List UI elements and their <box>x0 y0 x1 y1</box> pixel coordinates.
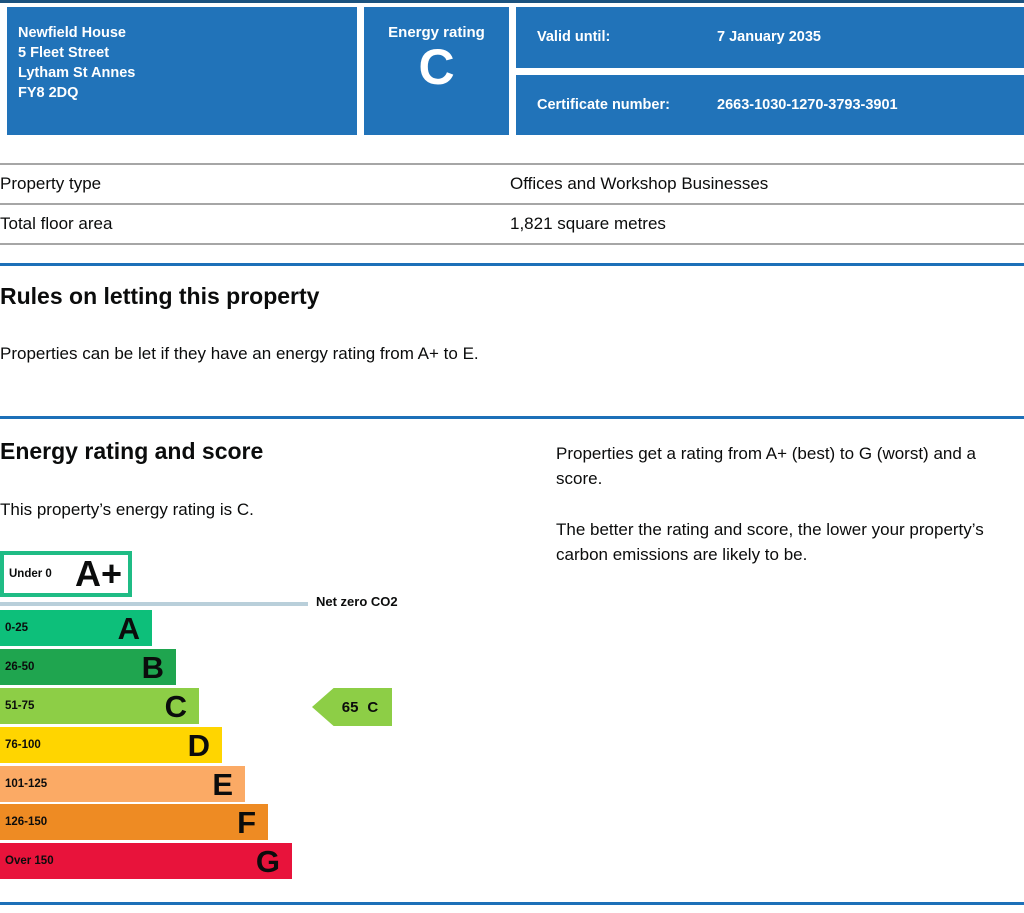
rating-band-c: 51-75 C <box>0 688 199 724</box>
energy-rating-box: Energy rating C <box>364 7 509 135</box>
certificate-header: Newfield House 5 Fleet Street Lytham St … <box>7 7 1024 135</box>
section-divider <box>0 416 1024 419</box>
rules-heading: Rules on letting this property <box>0 283 320 309</box>
rating-band-a-plus: Under 0 A+ <box>0 551 132 597</box>
band-letter: F <box>237 804 256 840</box>
rating-info-column: Properties get a rating from A+ (best) t… <box>556 441 1008 593</box>
band-letter: E <box>212 766 233 802</box>
address-line-1: Newfield House <box>18 25 126 41</box>
table-row: Property type Offices and Workshop Busin… <box>0 163 1024 203</box>
property-type-value: Offices and Workshop Businesses <box>510 174 769 193</box>
band-range-label: 76-100 <box>5 739 41 751</box>
band-range-label: 51-75 <box>5 700 35 712</box>
current-rating-text: This property’s energy rating is C. <box>0 500 254 519</box>
valid-until-label: Valid until: <box>537 29 611 46</box>
rules-body-text: Properties can be let if they have an en… <box>0 344 479 363</box>
section-divider <box>0 263 1024 266</box>
band-letter: A <box>117 610 140 646</box>
energy-rating-value: C <box>418 39 455 95</box>
property-type-label: Property type <box>0 174 102 193</box>
rating-band-a: 0-25 A <box>0 610 152 646</box>
net-zero-line <box>0 602 308 606</box>
net-zero-label: Net zero CO2 <box>316 594 398 609</box>
property-address: Newfield House 5 Fleet Street Lytham St … <box>7 7 357 135</box>
band-letter: B <box>141 649 164 685</box>
band-range-label: Over 150 <box>5 855 54 867</box>
floor-area-value: 1,821 square metres <box>510 214 666 233</box>
rating-band-f: 126-150 F <box>0 804 268 840</box>
band-range-label: Under 0 <box>9 568 52 580</box>
address-line-2: 5 Fleet Street <box>18 45 110 61</box>
band-letter: A+ <box>74 553 122 594</box>
floor-area-label: Total floor area <box>0 214 113 233</box>
property-summary-table: Property type Offices and Workshop Busin… <box>0 163 1024 245</box>
energy-rating-chart: Under 0 A+ Net zero CO2 0-25 A 26-50 B 5… <box>0 551 1024 886</box>
band-range-label: 0-25 <box>5 622 29 634</box>
rating-band-d: 76-100 D <box>0 727 222 763</box>
valid-until-box: Valid until: 7 January 2035 <box>516 7 1024 68</box>
band-letter: D <box>187 727 210 763</box>
address-line-4: FY8 2DQ <box>18 85 79 101</box>
top-border-rule <box>0 0 1024 3</box>
table-row: Total floor area 1,821 square metres <box>0 203 1024 243</box>
rating-band-e: 101-125 E <box>0 766 245 802</box>
band-range-label: 126-150 <box>5 816 48 828</box>
score-arrow: 65 C <box>312 688 392 726</box>
band-range-label: 101-125 <box>5 778 48 790</box>
section-divider <box>0 902 1024 905</box>
rating-info-paragraph-2: The better the rating and score, the low… <box>556 520 984 564</box>
certificate-number-box: Certificate number: 2663-1030-1270-3793-… <box>516 74 1024 135</box>
certificate-meta: Valid until: 7 January 2035 Certificate … <box>516 7 1024 135</box>
rating-band-g: Over 150 G <box>0 843 292 879</box>
certificate-number-label: Certificate number: <box>537 96 670 113</box>
address-line-3: Lytham St Annes <box>18 65 136 81</box>
band-letter: C <box>164 688 187 724</box>
rating-info-paragraph-1: Properties get a rating from A+ (best) t… <box>556 444 976 488</box>
band-letter: G <box>255 843 280 879</box>
band-range-label: 26-50 <box>5 661 35 673</box>
certificate-number-value: 2663-1030-1270-3793-3901 <box>717 96 898 113</box>
score-value: 65 <box>341 698 359 716</box>
rating-band-b: 26-50 B <box>0 649 176 685</box>
score-rating-letter: C <box>367 698 379 716</box>
energy-rating-label: Energy rating <box>388 24 485 41</box>
energy-rating-heading: Energy rating and score <box>0 438 264 464</box>
valid-until-value: 7 January 2035 <box>717 29 821 46</box>
